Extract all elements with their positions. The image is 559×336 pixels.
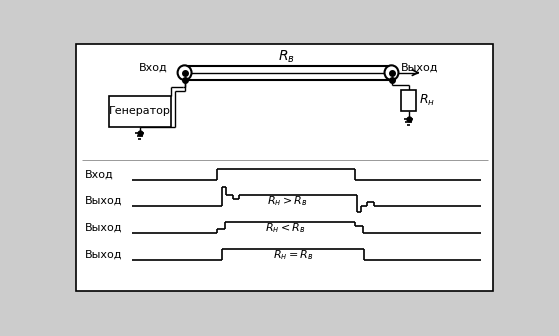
Text: Вход: Вход [86, 170, 114, 180]
Text: $R_н=R_в$: $R_н=R_в$ [273, 248, 314, 262]
Ellipse shape [385, 65, 399, 80]
Text: Выход: Выход [86, 222, 123, 233]
Text: Выход: Выход [86, 196, 123, 206]
Text: Генератор: Генератор [108, 106, 170, 116]
Text: $R_н$: $R_н$ [419, 93, 435, 108]
Bar [401, 90, 416, 111]
Text: Вход: Вход [139, 63, 168, 73]
Text: $R_н>R_в$: $R_н>R_в$ [267, 194, 307, 208]
Ellipse shape [178, 65, 192, 80]
Text: $R_н<R_в$: $R_н<R_в$ [265, 221, 306, 235]
Text: Выход: Выход [86, 249, 123, 259]
Text: $R_в$: $R_в$ [278, 49, 295, 66]
Text: Выход: Выход [401, 63, 438, 73]
Bar [108, 96, 170, 127]
